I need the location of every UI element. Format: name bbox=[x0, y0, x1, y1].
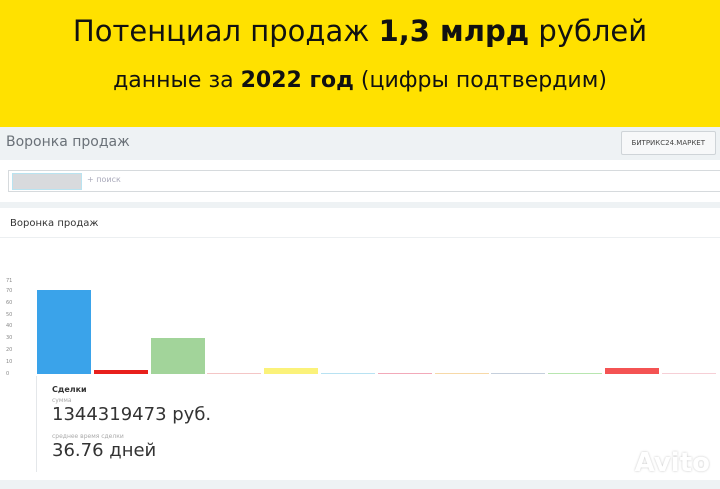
sum-value: 1344319473 руб. bbox=[52, 404, 212, 425]
market-button[interactable]: БИТРИКС24.МАРКЕТ bbox=[620, 131, 716, 155]
funnel-bar[interactable] bbox=[150, 338, 205, 374]
y-tick-label: 10 bbox=[6, 359, 13, 366]
funnel-bar[interactable] bbox=[548, 372, 603, 374]
y-tick-label: 70 bbox=[6, 287, 13, 294]
funnel-bar[interactable] bbox=[93, 370, 148, 374]
funnel-bar[interactable] bbox=[661, 372, 716, 374]
y-tick-label: 0 bbox=[6, 371, 10, 377]
page-title: Воронка продаж bbox=[6, 134, 130, 150]
funnel-bar[interactable] bbox=[434, 372, 489, 374]
funnel-card: Воронка продаж 0 10 20 30 40 50 60 70 71 Сделки … bbox=[0, 208, 720, 480]
card-title: Воронка продаж bbox=[10, 218, 99, 229]
y-tick-label: 71 bbox=[6, 277, 13, 284]
y-tick-label: 50 bbox=[6, 311, 13, 318]
promo-banner: Потенциал продаж 1,3 млрд рублей данные … bbox=[0, 0, 720, 127]
funnel-bar[interactable] bbox=[605, 368, 659, 374]
y-tick-label: 20 bbox=[6, 347, 13, 354]
banner-headline: Потенциал продаж 1,3 млрд рублей bbox=[72, 14, 648, 48]
funnel-bar[interactable] bbox=[37, 289, 91, 374]
deal-stats: Сделки сумма 1344319473 руб. среднее вре… bbox=[36, 376, 211, 472]
divider bbox=[0, 237, 720, 238]
avg-time-label: среднее время сделки bbox=[52, 433, 124, 440]
banner-subline: данные за 2022 год (цифры подтвердим) bbox=[113, 68, 607, 93]
avito-watermark: Avito bbox=[634, 448, 710, 478]
stats-title: Сделки bbox=[52, 385, 87, 394]
y-tick-label: 60 bbox=[6, 299, 13, 306]
funnel-bar[interactable] bbox=[377, 372, 432, 374]
search-placeholder: + поиск bbox=[87, 175, 121, 184]
funnel-bar[interactable] bbox=[264, 368, 319, 374]
filter-chip[interactable] bbox=[12, 173, 82, 190]
y-tick-label: 40 bbox=[6, 323, 13, 330]
page-header: Воронка продаж БИТРИКС24.МАРКЕТ bbox=[0, 128, 720, 158]
filter-bar: + поиск bbox=[0, 160, 720, 202]
funnel-bar[interactable] bbox=[321, 372, 375, 374]
funnel-bar[interactable] bbox=[207, 372, 262, 374]
sum-label: сумма bbox=[52, 397, 72, 404]
funnel-bar[interactable] bbox=[491, 372, 546, 374]
avg-time-value: 36.76 дней bbox=[52, 440, 157, 461]
y-tick-label: 30 bbox=[6, 335, 13, 342]
search-input[interactable]: + поиск bbox=[8, 170, 720, 192]
